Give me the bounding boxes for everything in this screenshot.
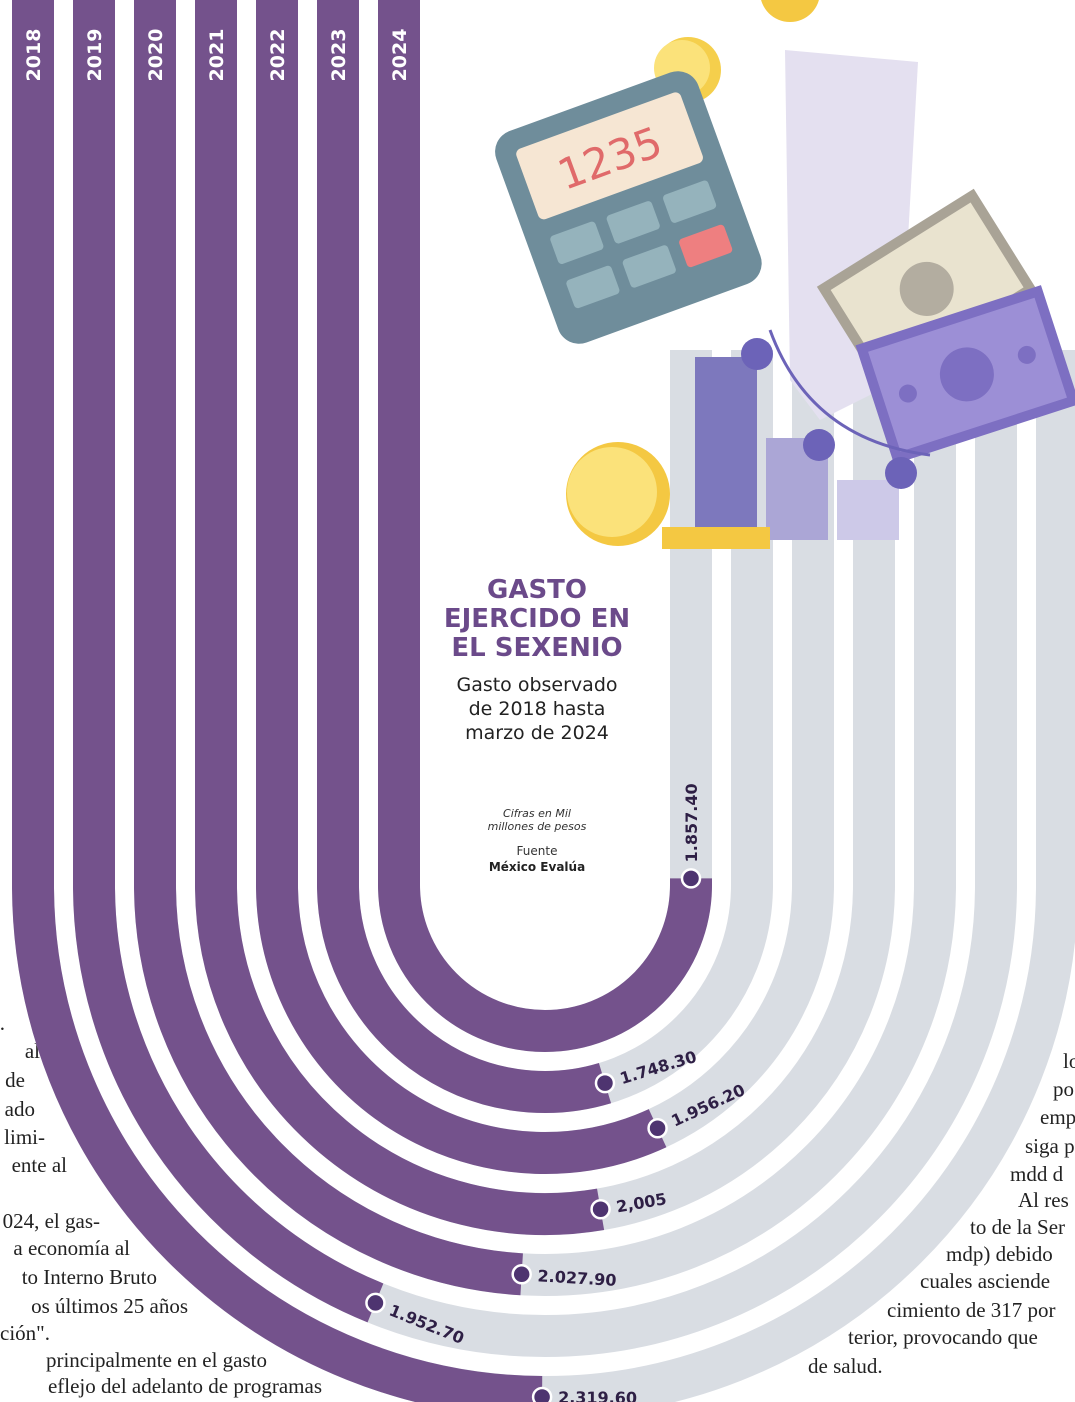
value-dot (590, 1199, 611, 1220)
value-dot (594, 1072, 616, 1094)
category-label: 2020 (145, 29, 167, 82)
article-line: cuales asciende (920, 1269, 1050, 1293)
value-dot (680, 868, 702, 889)
article-line: ación". (0, 1321, 50, 1345)
source: México Evalúa (489, 860, 585, 874)
bar (317, 0, 612, 1113)
article-line: principalmente en el gasto (46, 1348, 267, 1372)
trend-line (768, 329, 931, 457)
article-line: terior, provocando que (848, 1325, 1038, 1349)
value-label: 2.319.60 (558, 1388, 637, 1402)
article-line: mdd d (1010, 1162, 1064, 1186)
value-dot (647, 1117, 668, 1139)
category-label: 2018 (23, 29, 45, 82)
note: Cifras en Mil (503, 807, 571, 820)
article-line: 024, el gas- (3, 1209, 100, 1233)
chart-title: GASTO (487, 575, 587, 605)
bar (12, 0, 543, 1402)
article-line: al (25, 1039, 40, 1063)
bill (816, 188, 1038, 389)
article-line: os últimos 25 años (31, 1294, 188, 1318)
category-label: 2024 (389, 29, 411, 82)
article-line: cimiento de 317 por (887, 1298, 1056, 1322)
calculator: 1235 (495, 71, 762, 344)
category-label: 2021 (206, 29, 228, 82)
article-line: eflejo del adelanto de programas (48, 1374, 322, 1398)
article-line: siga p (1025, 1134, 1075, 1158)
bar (134, 0, 523, 1296)
bar (378, 0, 712, 1052)
article-line: emp (1040, 1105, 1075, 1129)
bar (195, 0, 605, 1235)
article-line: ado (5, 1097, 35, 1121)
article-line: de salud. (808, 1354, 883, 1378)
source-label: Fuente (517, 844, 558, 858)
coin (567, 447, 657, 537)
note: millones de pesos (488, 820, 587, 833)
coin (761, 0, 819, 22)
value-dot (531, 1386, 553, 1402)
article-line: de (5, 1068, 25, 1092)
article-line: ente al (12, 1153, 68, 1177)
article-line: po (1053, 1077, 1074, 1101)
article-line: to Interno Bruto (22, 1265, 157, 1289)
chart-title: EJERCIDO EN (444, 604, 630, 634)
bar (73, 0, 384, 1323)
category-label: 2023 (328, 29, 350, 82)
value-dot (365, 1292, 386, 1314)
mini-bar (695, 357, 757, 540)
article-line: mdp) debido (946, 1242, 1053, 1266)
article-line: to de la Ser (970, 1215, 1065, 1239)
article-line: limi- (4, 1125, 45, 1149)
chart-subtitle: marzo de 2024 (465, 722, 609, 744)
bill (855, 285, 1075, 465)
value-label: 1.857.40 (682, 783, 701, 862)
category-label: 2022 (267, 29, 289, 82)
chart-title: EL SEXENIO (451, 633, 622, 663)
mini-bar (837, 480, 899, 540)
article-line: a economía al (13, 1236, 130, 1260)
coin-stack (662, 527, 770, 549)
article-line: . (0, 1011, 5, 1035)
article-line: Al res (1018, 1188, 1069, 1212)
value-dot (511, 1264, 532, 1285)
value-label: 2.027.90 (537, 1266, 617, 1290)
category-label: 2019 (84, 29, 106, 82)
illustration: 1235 (495, 0, 1075, 549)
chart-subtitle: de 2018 hasta (469, 698, 606, 720)
bar (256, 0, 667, 1174)
article-line: lo (1063, 1049, 1075, 1073)
chart-subtitle: Gasto observado (456, 674, 617, 696)
